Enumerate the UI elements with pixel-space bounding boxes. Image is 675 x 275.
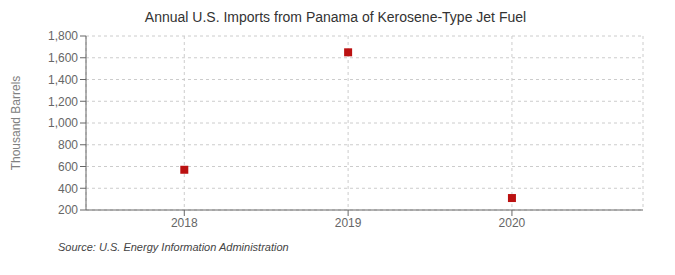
svg-text:600: 600: [58, 160, 78, 174]
svg-text:1,800: 1,800: [48, 29, 78, 43]
svg-text:1,000: 1,000: [48, 116, 78, 130]
svg-text:2019: 2019: [335, 216, 362, 230]
svg-text:1,600: 1,600: [48, 51, 78, 65]
svg-text:800: 800: [58, 138, 78, 152]
svg-text:400: 400: [58, 182, 78, 196]
svg-text:200: 200: [58, 203, 78, 217]
svg-text:Thousand Barrels: Thousand Barrels: [9, 76, 23, 171]
svg-text:2018: 2018: [171, 216, 198, 230]
html-text:Source: U.S. Energy Informatio: Source: U.S. Energy Information Administ…: [58, 241, 289, 253]
svg-text:1,200: 1,200: [48, 95, 78, 109]
svg-text:2020: 2020: [499, 216, 526, 230]
svg-text:1,400: 1,400: [48, 73, 78, 87]
html-text:Annual U.S. Imports from Panam: Annual U.S. Imports from Panama of Keros…: [144, 9, 527, 25]
